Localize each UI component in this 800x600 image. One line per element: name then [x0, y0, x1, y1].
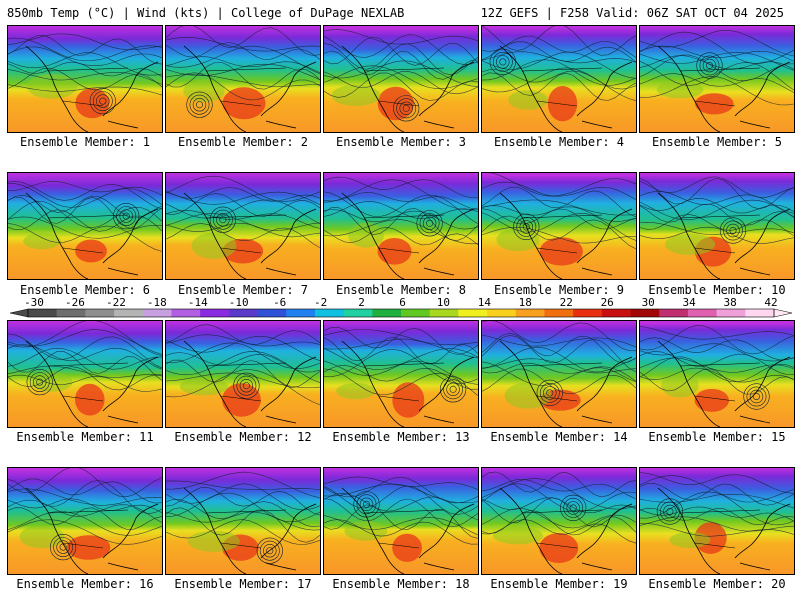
colorbar-tick-label: 22 — [559, 296, 573, 309]
colorbar-tick-label: 14 — [477, 296, 492, 309]
ensemble-member-label: Ensemble Member: 19 — [490, 577, 628, 591]
ensemble-member-label: Ensemble Member: 6 — [19, 283, 151, 297]
colorbar-swatch — [314, 309, 345, 317]
colorbar-swatch — [659, 309, 689, 317]
ensemble-member-map — [323, 467, 479, 575]
ensemble-member-label: Ensemble Member: 18 — [332, 577, 470, 591]
colorbar-swatch — [401, 309, 431, 317]
colorbar-tick-label: 2 — [358, 296, 365, 309]
colorbar-swatch — [573, 309, 603, 317]
colorbar-swatch — [114, 309, 144, 317]
ensemble-member-label: Ensemble Member: 12 — [174, 430, 312, 444]
ensemble-member-map — [323, 320, 479, 428]
ensemble-member-label: Ensemble Member: 13 — [332, 430, 470, 444]
ensemble-member-map — [7, 172, 163, 280]
ensemble-member-map — [7, 25, 163, 133]
ensemble-member-map — [7, 320, 163, 428]
ensemble-member-map — [639, 320, 795, 428]
ensemble-member-map — [323, 25, 479, 133]
colorbar-swatch — [630, 309, 660, 317]
colorbar-tick-label: -14 — [187, 296, 208, 309]
colorbar-swatch — [56, 309, 86, 317]
ensemble-member-label: Ensemble Member: 9 — [493, 283, 625, 297]
ensemble-member-map — [481, 467, 637, 575]
colorbar-swatch — [687, 309, 718, 317]
ensemble-member-label: Ensemble Member: 7 — [177, 283, 309, 297]
colorbar-low-arrow — [9, 308, 29, 318]
ensemble-member-map — [7, 467, 163, 575]
colorbar-tick-label: 10 — [436, 296, 451, 309]
colorbar-swatch — [601, 309, 632, 317]
colorbar-swatch — [28, 309, 58, 317]
colorbar-tick-label: 42 — [764, 296, 778, 309]
colorbar-scale — [9, 308, 793, 318]
colorbar-tick-label: -26 — [64, 296, 85, 309]
colorbar-swatch — [372, 309, 402, 317]
colorbar-tick-label: -6 — [273, 296, 287, 309]
ensemble-member-label: Ensemble Member: 14 — [490, 430, 628, 444]
colorbar-tick-label: 30 — [641, 296, 655, 309]
colorbar-swatch — [85, 309, 115, 317]
ensemble-member-map — [165, 467, 321, 575]
colorbar-swatch — [487, 309, 517, 317]
colorbar-swatch — [745, 309, 775, 317]
ensemble-member-label: Ensemble Member: 15 — [648, 430, 786, 444]
colorbar-swatch — [716, 309, 746, 317]
colorbar-swatch — [228, 309, 259, 317]
map-title: 850mb Temp (°C) | Wind (kts) | College o… — [7, 6, 405, 20]
ensemble-member-label: Ensemble Member: 4 — [493, 135, 625, 149]
ensemble-member-label: Ensemble Member: 3 — [335, 135, 467, 149]
ensemble-member-label: Ensemble Member: 5 — [651, 135, 783, 149]
colorbar-swatch — [171, 309, 201, 317]
ensemble-member-map — [481, 320, 637, 428]
ensemble-member-label: Ensemble Member: 17 — [174, 577, 312, 591]
ensemble-member-map — [639, 467, 795, 575]
colorbar-tick-label: -10 — [228, 296, 249, 309]
ensemble-member-label: Ensemble Member: 2 — [177, 135, 309, 149]
colorbar-swatch — [257, 309, 287, 317]
ensemble-member-map — [165, 172, 321, 280]
temperature-colorbar: -30 -26 -22 -18 -14 -10 -6 -2 2 6 10 14 18 22 26 30 34 38… — [6, 296, 796, 320]
colorbar-tick-label: 18 — [518, 296, 532, 309]
colorbar-swatch — [343, 309, 373, 317]
colorbar-tick-label: 34 — [682, 296, 696, 309]
colorbar-swatch — [544, 309, 574, 317]
ensemble-member-map — [165, 25, 321, 133]
colorbar-swatch — [200, 309, 230, 317]
ensemble-member-label: Ensemble Member: 8 — [335, 283, 467, 297]
colorbar-tick-labels: -30 -26 -22 -18 -14 -10 -6 -2 2 6 10 14 18 22 26 30 34 38… — [6, 296, 796, 309]
ensemble-member-map — [639, 25, 795, 133]
ensemble-member-map — [323, 172, 479, 280]
colorbar-swatch — [429, 309, 459, 317]
colorbar-tick-label: -2 — [313, 296, 328, 309]
model-valid-time: 12Z GEFS | F258 Valid: 06Z SAT OCT 04 20… — [480, 6, 784, 20]
ensemble-member-map — [481, 172, 637, 280]
ensemble-member-label: Ensemble Member: 20 — [648, 577, 786, 591]
colorbar-high-arrow — [773, 308, 793, 318]
colorbar-swatch — [142, 309, 172, 317]
ensemble-member-label: Ensemble Member: 11 — [16, 430, 154, 444]
colorbar-tick-label: -18 — [146, 296, 167, 309]
colorbar-tick-label: 26 — [600, 296, 614, 309]
colorbar-tick-label: 38 — [723, 296, 737, 309]
ensemble-member-map — [639, 172, 795, 280]
ensemble-member-label: Ensemble Member: 10 — [648, 283, 786, 297]
colorbar-swatch — [458, 309, 488, 317]
colorbar-tick-label: 6 — [399, 296, 406, 309]
ensemble-member-map — [165, 320, 321, 428]
colorbar-swatch — [286, 309, 316, 317]
colorbar-tick-label: -30 — [24, 296, 44, 309]
colorbar-tick-label: -22 — [105, 296, 126, 309]
ensemble-member-label: Ensemble Member: 16 — [16, 577, 154, 591]
ensemble-member-label: Ensemble Member: 1 — [19, 135, 151, 149]
colorbar-swatch — [515, 309, 545, 317]
ensemble-member-map — [481, 25, 637, 133]
